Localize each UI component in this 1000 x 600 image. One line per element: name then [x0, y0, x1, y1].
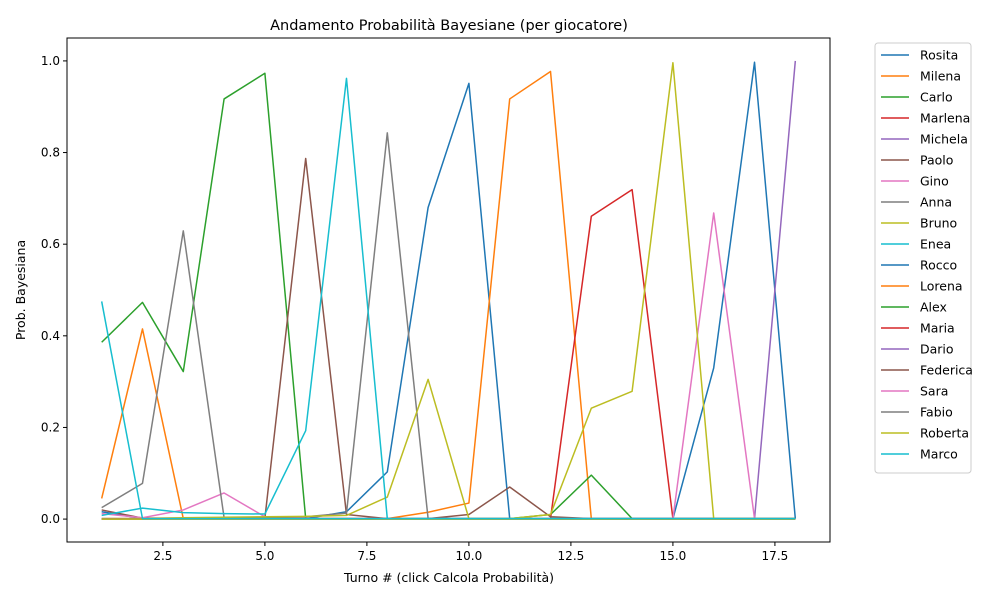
legend-label: Carlo: [920, 90, 953, 105]
y-axis: 0.0 0.2 0.4 0.6 0.8 1.0: [41, 54, 67, 526]
x-tick-label: 2.5: [153, 549, 172, 563]
plot-area: [100, 60, 797, 520]
series-line-marco: [100, 301, 796, 520]
legend-label: Rosita: [920, 48, 958, 63]
x-tick-label: 12.5: [558, 549, 585, 563]
y-tick-label: 0.2: [41, 420, 60, 434]
plot-frame: [66, 37, 831, 543]
legend-label: Gino: [920, 174, 949, 189]
x-tick-label: 17.5: [762, 549, 789, 563]
y-tick-label: 0.4: [41, 329, 60, 343]
legend-label: Alex: [920, 300, 947, 315]
legend-label: Sara: [920, 384, 948, 399]
x-tick-label: 15.0: [660, 549, 687, 563]
legend-label: Marco: [920, 447, 958, 462]
legend-frame: [874, 42, 972, 474]
y-axis-label: Prob. Bayesiana: [13, 240, 28, 340]
legend: Rosita Milena Carlo Marlena Michela Paolo Gino…: [874, 42, 973, 474]
legend-label: Lorena: [920, 279, 963, 294]
x-axis: 2.5 5.0 7.5 10.0 12.5 15.0 17.5: [153, 542, 788, 563]
chart-title: Andamento Probabilità Bayesiane (per gio…: [270, 18, 628, 34]
legend-label: Bruno: [920, 216, 957, 231]
series-line-bruno: [101, 61, 796, 520]
legend-label: Federica: [920, 363, 973, 378]
y-tick-label: 0.8: [41, 146, 60, 160]
legend-label: Paolo: [920, 153, 953, 168]
legend-label: Michela: [920, 132, 968, 147]
legend-label: Anna: [920, 195, 952, 210]
y-tick-label: 1.0: [41, 54, 60, 68]
x-tick-label: 7.5: [357, 549, 376, 563]
x-tick-label: 5.0: [255, 549, 274, 563]
y-tick-label: 0.6: [41, 237, 60, 251]
legend-label: Dario: [920, 342, 954, 357]
legend-label: Maria: [920, 321, 955, 336]
y-tick-label: 0.0: [41, 512, 60, 526]
x-axis-label: Turno # (click Calcola Probabilità): [343, 570, 554, 585]
legend-label: Fabio: [920, 405, 953, 420]
legend-label: Rocco: [920, 258, 957, 273]
x-tick-label: 10.0: [456, 549, 483, 563]
legend-label: Enea: [920, 237, 951, 252]
legend-label: Marlena: [920, 111, 970, 126]
legend-label: Roberta: [920, 426, 969, 441]
legend-label: Milena: [920, 69, 961, 84]
